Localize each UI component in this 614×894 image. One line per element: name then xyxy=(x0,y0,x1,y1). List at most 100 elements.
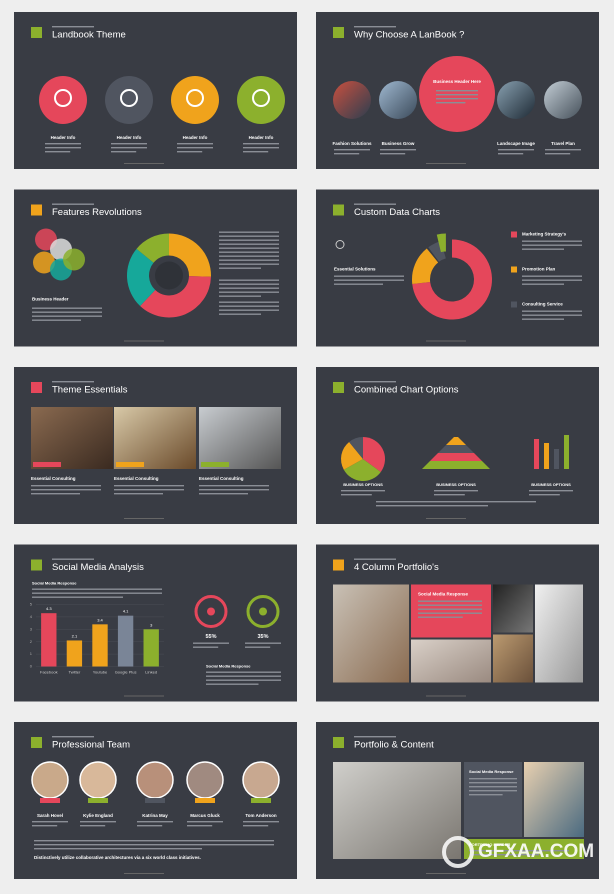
text-placeholder xyxy=(522,318,564,320)
x-tick-label: Google Plus xyxy=(115,670,137,675)
item-header: BUSINESS OPTIONS xyxy=(531,482,571,487)
text-placeholder xyxy=(219,255,279,257)
text-placeholder xyxy=(219,287,279,289)
text-placeholder xyxy=(32,315,102,317)
item-header: Header Info xyxy=(51,135,76,140)
footer-line xyxy=(426,340,466,342)
text-placeholder xyxy=(376,505,488,507)
text-placeholder xyxy=(219,267,261,269)
pyramid-layer xyxy=(430,453,482,461)
bulb-icon xyxy=(335,240,345,249)
bar-shape xyxy=(564,435,569,469)
item-header: Social Media Response xyxy=(32,581,77,586)
text-placeholder xyxy=(529,494,560,496)
photo xyxy=(493,584,533,633)
donut-segment xyxy=(126,248,156,306)
item-header: Business Grow xyxy=(382,141,415,146)
text-placeholder xyxy=(34,844,274,846)
item-header: Promotion Plan xyxy=(522,267,556,272)
watermark-logo xyxy=(442,836,474,868)
icon-circle xyxy=(105,76,153,124)
role-tag xyxy=(195,798,215,803)
bar-shape xyxy=(544,443,549,469)
footer-line xyxy=(426,695,466,697)
text-placeholder xyxy=(32,825,58,827)
text-placeholder xyxy=(219,263,279,265)
title-icon xyxy=(31,382,42,393)
icon-glyph xyxy=(54,89,72,107)
text-placeholder xyxy=(219,279,279,281)
bar xyxy=(143,629,159,667)
text-placeholder xyxy=(219,239,279,241)
text-placeholder xyxy=(52,203,94,205)
text-placeholder xyxy=(469,790,517,792)
icon-circle xyxy=(237,76,285,124)
text-placeholder xyxy=(354,381,396,383)
slide: Professional Team Sarah Hovel Kylie Englan… xyxy=(14,722,297,879)
title-icon xyxy=(333,27,344,38)
slide: Custom Data Charts Essential Solutions Mar… xyxy=(316,189,599,347)
slide-title: Features Revolutions xyxy=(52,207,142,218)
title-icon xyxy=(31,737,42,748)
text-placeholder xyxy=(32,319,81,321)
photo xyxy=(199,407,281,469)
pyramid-layer xyxy=(446,437,466,445)
text-placeholder xyxy=(31,485,101,487)
member-name: Kylie England xyxy=(83,813,113,818)
item-header: BUSINESS OPTIONS xyxy=(343,482,383,487)
footer-line xyxy=(426,518,466,519)
bar xyxy=(66,640,83,667)
text-placeholder xyxy=(45,147,81,149)
text-placeholder xyxy=(34,848,202,850)
item-header: Essential Solutions xyxy=(334,267,376,272)
slide: Features Revolutions Business Header xyxy=(14,189,297,347)
ring xyxy=(194,595,228,628)
photo xyxy=(333,762,461,859)
text-placeholder xyxy=(32,592,162,594)
item-header: Header Info xyxy=(183,135,208,140)
item-header: Essential Consulting xyxy=(199,476,244,481)
text-placeholder xyxy=(32,588,162,590)
text-placeholder xyxy=(80,825,106,827)
slide: Portfolio & Content Social Media Response… xyxy=(316,722,599,879)
text-placeholder xyxy=(52,558,94,560)
text-placeholder xyxy=(418,612,482,614)
text-placeholder xyxy=(334,149,370,151)
donut-segment xyxy=(412,239,492,320)
text-placeholder xyxy=(243,825,269,827)
photo xyxy=(411,639,491,683)
avatar xyxy=(79,761,117,799)
text-placeholder xyxy=(334,153,360,155)
photo xyxy=(333,584,409,683)
footer-line xyxy=(124,518,164,519)
text-placeholder xyxy=(219,291,279,293)
text-placeholder xyxy=(114,485,184,487)
text-placeholder xyxy=(498,149,534,151)
percent: 55% xyxy=(205,634,216,640)
title-icon xyxy=(333,204,344,216)
text-placeholder xyxy=(32,821,68,823)
text-placeholder xyxy=(219,235,279,237)
footer-line xyxy=(124,873,164,874)
text-placeholder xyxy=(219,243,279,245)
text-placeholder xyxy=(177,147,213,149)
ring-dot xyxy=(259,607,267,616)
icon-glyph xyxy=(120,89,138,107)
text-placeholder xyxy=(219,313,261,315)
pie-segment xyxy=(343,459,381,481)
photo xyxy=(497,81,535,119)
text-placeholder xyxy=(380,149,416,151)
item-header: Fashion Solutions xyxy=(333,141,372,146)
donut-segment xyxy=(436,233,446,253)
text-placeholder xyxy=(219,247,279,249)
text-placeholder xyxy=(376,501,536,503)
item-header: Travel Plan xyxy=(551,141,575,146)
value-label: 2.1 xyxy=(72,634,78,639)
text-placeholder xyxy=(114,493,163,495)
text-placeholder xyxy=(193,642,229,644)
text-placeholder xyxy=(206,679,281,681)
photo xyxy=(333,81,371,119)
text-placeholder xyxy=(529,490,573,492)
x-tick-label: Linked xyxy=(145,670,157,675)
